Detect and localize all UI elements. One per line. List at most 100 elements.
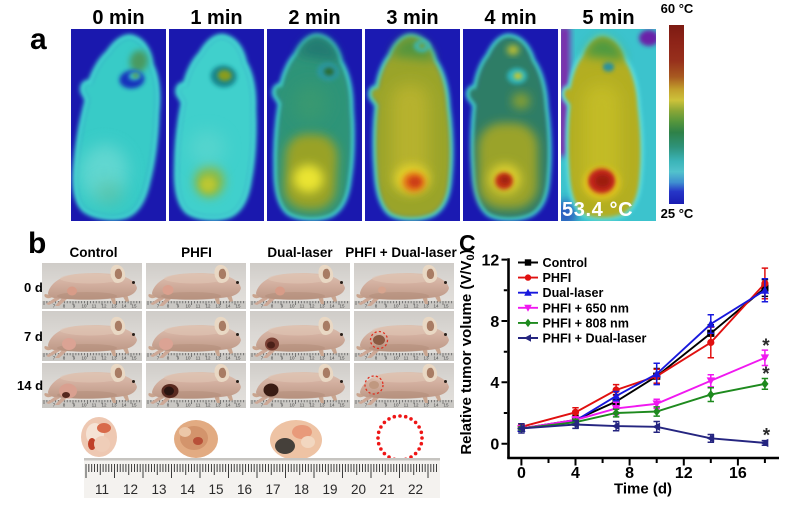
svg-text:11: 11	[404, 304, 409, 309]
svg-text:15: 15	[208, 482, 223, 497]
svg-text:13: 13	[319, 356, 325, 361]
svg-text:11: 11	[92, 356, 97, 361]
svg-text:8: 8	[375, 304, 378, 309]
svg-text:11: 11	[196, 403, 201, 408]
svg-text:9: 9	[385, 304, 388, 309]
svg-text:17: 17	[265, 482, 280, 497]
svg-text:9: 9	[177, 304, 180, 309]
svg-text:18: 18	[294, 482, 309, 497]
svg-text:7: 7	[365, 356, 368, 361]
svg-text:15: 15	[339, 304, 345, 309]
svg-text:11: 11	[92, 403, 97, 408]
svg-text:12: 12	[205, 356, 211, 361]
svg-text:12: 12	[413, 356, 419, 361]
svg-text:4: 4	[571, 465, 580, 482]
svg-text:8: 8	[490, 314, 499, 331]
svg-text:12: 12	[675, 465, 693, 482]
svg-text:12: 12	[123, 482, 138, 497]
svg-text:13: 13	[111, 403, 117, 408]
svg-text:8: 8	[63, 403, 66, 408]
svg-text:9: 9	[177, 356, 180, 361]
svg-text:10: 10	[393, 403, 399, 408]
svg-text:10: 10	[289, 403, 295, 408]
svg-text:7: 7	[53, 403, 56, 408]
svg-text:13: 13	[423, 403, 429, 408]
svg-text:10: 10	[393, 304, 399, 309]
svg-text:11: 11	[95, 482, 109, 497]
svg-text:11: 11	[300, 304, 305, 309]
svg-text:15: 15	[443, 356, 449, 361]
svg-text:7: 7	[53, 304, 56, 309]
svg-text:8: 8	[271, 356, 274, 361]
svg-text:Relative tumor volume (V/V0): Relative tumor volume (V/V0)	[458, 249, 477, 454]
svg-text:12: 12	[101, 403, 107, 408]
svg-text:8: 8	[167, 403, 170, 408]
svg-text:12: 12	[482, 252, 500, 269]
svg-text:10: 10	[289, 356, 295, 361]
svg-text:9: 9	[73, 356, 76, 361]
svg-text:*: *	[762, 336, 770, 357]
svg-text:15: 15	[131, 304, 137, 309]
svg-text:PHFI + 808 nm: PHFI + 808 nm	[543, 316, 629, 330]
svg-text:14: 14	[225, 403, 231, 408]
svg-text:11: 11	[196, 356, 201, 361]
svg-text:9: 9	[177, 403, 180, 408]
svg-text:13: 13	[215, 356, 221, 361]
svg-text:13: 13	[215, 304, 221, 309]
svg-text:13: 13	[111, 304, 117, 309]
svg-text:11: 11	[300, 403, 305, 408]
svg-text:14: 14	[329, 403, 335, 408]
svg-text:7: 7	[157, 356, 160, 361]
svg-text:12: 12	[101, 304, 107, 309]
svg-text:15: 15	[443, 403, 449, 408]
svg-text:12: 12	[309, 403, 315, 408]
svg-text:8: 8	[271, 304, 274, 309]
svg-text:9: 9	[73, 403, 76, 408]
svg-text:16: 16	[237, 482, 252, 497]
svg-text:9: 9	[385, 403, 388, 408]
svg-text:10: 10	[185, 403, 191, 408]
svg-text:14: 14	[433, 356, 439, 361]
svg-text:PHFI + Dual-laser: PHFI + Dual-laser	[543, 332, 647, 346]
svg-text:10: 10	[393, 356, 399, 361]
svg-text:14: 14	[121, 403, 127, 408]
svg-text:7: 7	[53, 356, 56, 361]
svg-text:14: 14	[329, 356, 335, 361]
svg-text:19: 19	[322, 482, 337, 497]
svg-text:PHFI: PHFI	[543, 271, 572, 285]
svg-text:7: 7	[365, 403, 368, 408]
svg-text:15: 15	[339, 403, 345, 408]
svg-text:14: 14	[433, 403, 439, 408]
svg-text:14: 14	[329, 304, 335, 309]
svg-text:11: 11	[404, 356, 409, 361]
svg-text:10: 10	[81, 403, 87, 408]
svg-text:9: 9	[281, 304, 284, 309]
svg-text:13: 13	[151, 482, 166, 497]
svg-text:13: 13	[423, 356, 429, 361]
svg-text:*: *	[762, 364, 770, 385]
svg-text:7: 7	[261, 356, 264, 361]
svg-text:13: 13	[319, 304, 325, 309]
svg-text:11: 11	[300, 356, 305, 361]
svg-text:9: 9	[73, 304, 76, 309]
svg-text:0: 0	[517, 465, 526, 482]
svg-text:15: 15	[235, 403, 241, 408]
svg-text:22: 22	[408, 482, 423, 497]
svg-text:15: 15	[339, 356, 345, 361]
svg-text:10: 10	[81, 356, 87, 361]
svg-text:13: 13	[111, 356, 117, 361]
svg-text:10: 10	[185, 304, 191, 309]
svg-text:12: 12	[101, 356, 107, 361]
svg-text:*: *	[763, 426, 771, 447]
svg-text:21: 21	[379, 482, 394, 497]
svg-text:12: 12	[309, 356, 315, 361]
svg-text:Time (d): Time (d)	[614, 481, 672, 498]
svg-text:8: 8	[63, 304, 66, 309]
svg-text:9: 9	[385, 356, 388, 361]
svg-text:11: 11	[92, 304, 97, 309]
svg-text:Dual-laser: Dual-laser	[543, 286, 604, 300]
svg-text:7: 7	[157, 304, 160, 309]
svg-text:11: 11	[404, 403, 409, 408]
svg-text:15: 15	[235, 304, 241, 309]
svg-text:15: 15	[235, 356, 241, 361]
